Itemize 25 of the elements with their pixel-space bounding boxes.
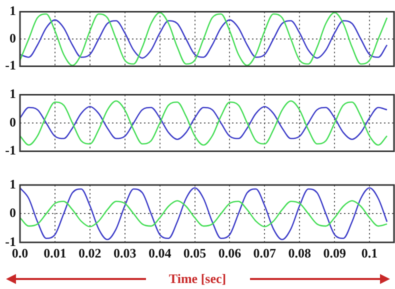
- line-series: [20, 12, 388, 66]
- x-axis-title: Time [sec]: [168, 271, 228, 287]
- line-series: [20, 100, 388, 146]
- line-series: [20, 19, 388, 59]
- line-series: [20, 106, 388, 140]
- x-tick-label: 0.03: [113, 246, 137, 261]
- y-tick-label: 1: [10, 86, 16, 102]
- y-tick-label: 1: [10, 176, 16, 192]
- y-tick-label: -1: [5, 58, 16, 73]
- y-tick-label: 0: [10, 205, 16, 220]
- x-tick-label: 0.04: [148, 246, 172, 261]
- x-tick-label: 0.05: [183, 246, 207, 261]
- x-tick-label: 0.01: [44, 246, 66, 261]
- x-tick-label: 0.09: [323, 246, 346, 261]
- y-tick-label: -1: [5, 142, 16, 158]
- line-series: [20, 187, 388, 240]
- x-tick-label: 0.07: [253, 246, 277, 261]
- x-tick-label: 0.02: [78, 246, 102, 261]
- x-tick-label: 0.06: [218, 246, 242, 261]
- x-tick-label: 0.08: [288, 246, 312, 261]
- y-tick-label: 0: [10, 30, 16, 46]
- x-tick-label: 0.1: [361, 246, 378, 261]
- y-tick-label: 0: [10, 114, 16, 130]
- line-series: [20, 200, 388, 228]
- y-tick-label: 1: [10, 3, 16, 18]
